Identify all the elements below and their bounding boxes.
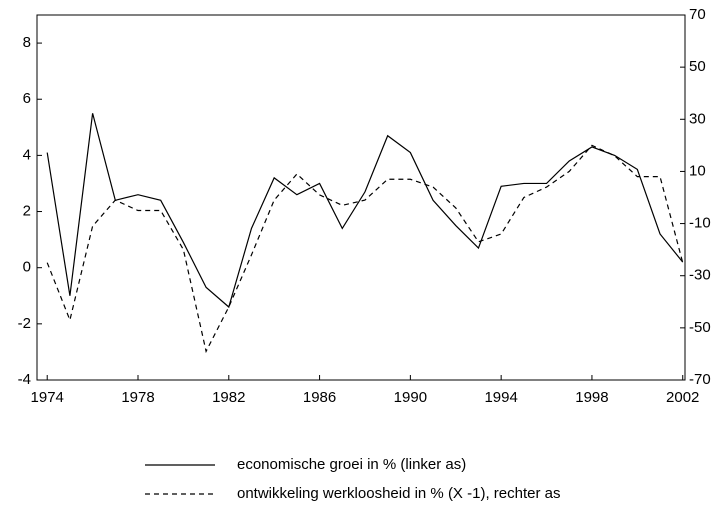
y-tick-label: 2	[23, 203, 31, 220]
y-tick-label: 0	[23, 259, 31, 276]
y2-tick-label: 10	[689, 162, 706, 179]
y2-tick-label: 30	[689, 110, 706, 127]
y-tick-label: -4	[18, 371, 31, 388]
y-tick-label: -2	[18, 315, 31, 332]
series-line	[46, 144, 684, 354]
y2-tick-label: -10	[689, 215, 711, 232]
y2-tick-label: 70	[689, 6, 706, 23]
x-tick-label: 1978	[121, 389, 154, 406]
x-tick-label: 1982	[212, 389, 245, 406]
x-tick-label: 2002	[666, 389, 699, 406]
y-tick-label: 4	[23, 146, 31, 163]
legend-label: ontwikkeling werkloosheid in % (X -1), r…	[237, 485, 560, 502]
x-tick-label: 1986	[303, 389, 336, 406]
y2-tick-label: -30	[689, 267, 711, 284]
x-tick-label: 1994	[484, 389, 517, 406]
x-tick-label: 1990	[394, 389, 427, 406]
y-tick-label: 6	[23, 90, 31, 107]
x-tick-label: 1974	[31, 389, 64, 406]
series-line	[46, 113, 684, 309]
legend-label: economische groei in % (linker as)	[237, 456, 466, 473]
y-tick-label: 8	[23, 34, 31, 51]
y2-tick-label: -50	[689, 319, 711, 336]
y2-tick-label: 50	[689, 58, 706, 75]
plot-frame	[36, 14, 686, 381]
x-tick-label: 1998	[575, 389, 608, 406]
y2-tick-label: -70	[689, 371, 711, 388]
